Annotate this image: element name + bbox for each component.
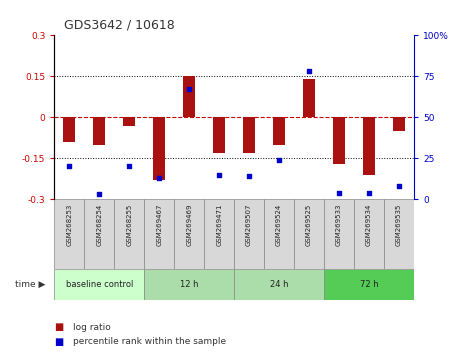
Point xyxy=(245,173,253,179)
Text: GSM268255: GSM268255 xyxy=(126,204,132,246)
Point xyxy=(125,164,133,169)
Bar xyxy=(294,199,324,269)
Text: 12 h: 12 h xyxy=(180,280,199,289)
Point xyxy=(335,190,343,195)
Text: GSM269471: GSM269471 xyxy=(216,204,222,246)
Point xyxy=(275,157,283,163)
Bar xyxy=(234,199,264,269)
Point xyxy=(156,175,163,181)
Text: GSM268254: GSM268254 xyxy=(96,204,102,246)
Point xyxy=(66,164,73,169)
Point xyxy=(395,183,403,189)
Bar xyxy=(354,199,384,269)
Bar xyxy=(54,269,144,300)
Bar xyxy=(114,199,144,269)
Bar xyxy=(123,117,135,126)
Point xyxy=(185,87,193,92)
Text: log ratio: log ratio xyxy=(73,323,111,332)
Bar xyxy=(54,199,84,269)
Bar xyxy=(174,199,204,269)
Text: GSM269469: GSM269469 xyxy=(186,204,192,246)
Bar xyxy=(144,199,174,269)
Bar xyxy=(264,199,294,269)
Point xyxy=(365,190,373,195)
Bar xyxy=(393,117,405,131)
Bar xyxy=(93,117,105,145)
Text: GSM269525: GSM269525 xyxy=(306,204,312,246)
Text: GSM269535: GSM269535 xyxy=(396,204,402,246)
Text: percentile rank within the sample: percentile rank within the sample xyxy=(73,337,227,346)
Text: 24 h: 24 h xyxy=(270,280,289,289)
Point xyxy=(96,192,103,197)
Bar xyxy=(153,117,165,180)
Bar xyxy=(324,269,414,300)
Text: GSM269524: GSM269524 xyxy=(276,204,282,246)
Text: baseline control: baseline control xyxy=(66,280,133,289)
Bar xyxy=(333,117,345,164)
Bar xyxy=(234,269,324,300)
Bar xyxy=(213,117,225,153)
Bar xyxy=(144,269,234,300)
Bar xyxy=(183,76,195,117)
Text: 72 h: 72 h xyxy=(359,280,378,289)
Text: ■: ■ xyxy=(54,337,64,347)
Bar xyxy=(363,117,375,175)
Bar xyxy=(303,79,315,117)
Bar xyxy=(204,199,234,269)
Bar xyxy=(324,199,354,269)
Bar xyxy=(384,199,414,269)
Text: GSM269533: GSM269533 xyxy=(336,204,342,246)
Bar xyxy=(243,117,255,153)
Text: GSM268253: GSM268253 xyxy=(66,204,72,246)
Bar xyxy=(273,117,285,145)
Text: time ▶: time ▶ xyxy=(15,280,45,289)
Point xyxy=(305,69,313,74)
Text: GSM269534: GSM269534 xyxy=(366,204,372,246)
Text: GSM269507: GSM269507 xyxy=(246,204,252,246)
Text: GSM269467: GSM269467 xyxy=(156,204,162,246)
Bar xyxy=(84,199,114,269)
Text: ■: ■ xyxy=(54,322,64,332)
Point xyxy=(215,172,223,177)
Text: GDS3642 / 10618: GDS3642 / 10618 xyxy=(64,19,175,32)
Bar xyxy=(63,117,75,142)
